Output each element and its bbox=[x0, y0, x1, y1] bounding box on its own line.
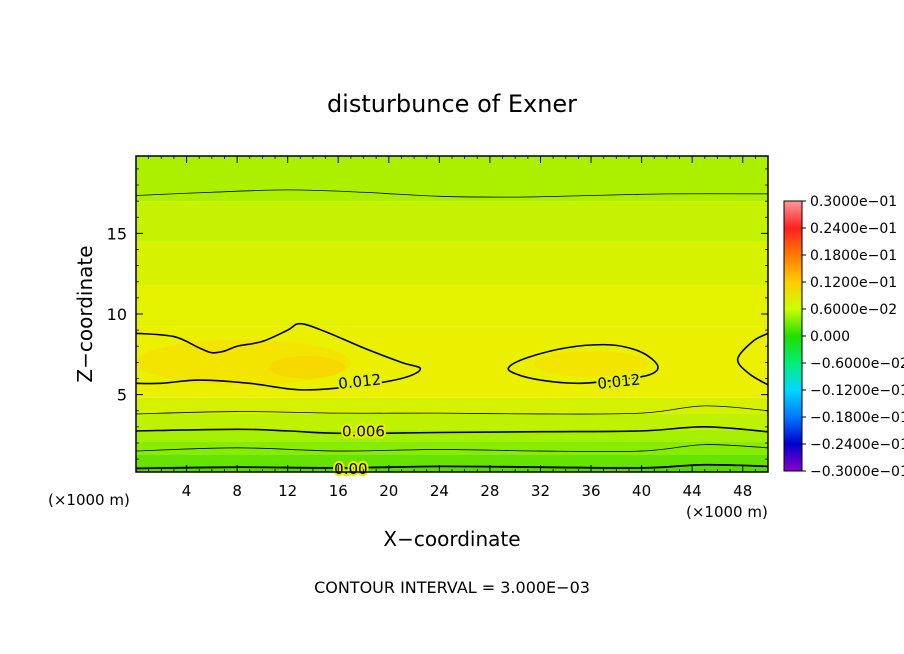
colorbar-label: 0.3000e−01 bbox=[810, 194, 897, 210]
contour-line-2 bbox=[136, 426, 768, 435]
x-tick-label: 4 bbox=[182, 482, 192, 500]
contour-line-3 bbox=[136, 405, 768, 415]
warm-patch-1 bbox=[268, 355, 345, 379]
colorbar-label: −0.3000e−01 bbox=[810, 464, 904, 480]
x-tick-label: 12 bbox=[278, 482, 297, 500]
x-unit-left: (×1000 m) bbox=[48, 491, 130, 509]
colorbar bbox=[783, 200, 806, 472]
colorbar-scale bbox=[783, 200, 803, 472]
x-tick-label: 40 bbox=[632, 482, 651, 500]
x-tick-label: 36 bbox=[581, 482, 600, 500]
y-axis-ticks: 5 10 15 bbox=[107, 168, 768, 460]
colorbar-label: −0.1200e−01 bbox=[810, 383, 904, 399]
x-axis-label: X−coordinate bbox=[383, 527, 520, 551]
field-band-8 bbox=[136, 241, 768, 285]
contour-line-5 bbox=[136, 322, 422, 391]
y-tick-label: 10 bbox=[107, 305, 127, 324]
field-band-9 bbox=[136, 201, 768, 242]
field-band-3 bbox=[136, 430, 768, 442]
x-tick-label: 44 bbox=[683, 482, 702, 500]
colorbar-labels: 0.3000e−01 0.2400e−01 0.1800e−01 0.1200e−01… bbox=[810, 194, 904, 480]
contour-line-6 bbox=[507, 343, 659, 385]
contour-label-2: 0.006 bbox=[342, 423, 385, 441]
x-unit-right: (×1000 m) bbox=[686, 503, 768, 521]
colorbar-label: −0.6000e−02 bbox=[810, 356, 904, 372]
warm-patch-2 bbox=[534, 351, 648, 377]
colorbar-label: −0.2400e−01 bbox=[810, 437, 904, 453]
y-tick-label: 15 bbox=[107, 224, 127, 243]
field-band-1 bbox=[136, 454, 768, 466]
colorbar-label: 0.1800e−01 bbox=[810, 248, 897, 264]
field-band-4 bbox=[136, 413, 768, 431]
contour-line-1 bbox=[136, 444, 768, 452]
y-tick-label: 5 bbox=[117, 386, 127, 405]
colorbar-label: 0.2400e−01 bbox=[810, 221, 897, 237]
contour-line-4 bbox=[136, 189, 768, 198]
colorbar-label: −0.1800e−01 bbox=[810, 410, 904, 426]
field-fill bbox=[136, 156, 768, 472]
field-band-2 bbox=[136, 441, 768, 455]
x-tick-label: 28 bbox=[480, 482, 499, 500]
colorbar-label: 0.1200e−01 bbox=[810, 275, 897, 291]
field-band-5 bbox=[136, 397, 768, 414]
contour-line-0 bbox=[136, 463, 768, 470]
field-band-10 bbox=[136, 156, 768, 202]
field-band-0 bbox=[136, 465, 768, 472]
contour-interval-note: CONTOUR INTERVAL = 3.000E−03 bbox=[314, 578, 590, 597]
colorbar-label: 0.6000e−02 bbox=[810, 302, 897, 318]
field-band-7 bbox=[136, 284, 768, 327]
x-axis-ticks: 4 8 12 16 20 24 28 32 36 40 44 48 bbox=[148, 156, 756, 500]
contour-label-3: 0.00 bbox=[334, 460, 367, 478]
x-tick-label: 20 bbox=[379, 482, 398, 500]
x-tick-label: 16 bbox=[329, 482, 348, 500]
x-tick-label: 8 bbox=[232, 482, 242, 500]
contour-line-7 bbox=[736, 332, 768, 386]
x-tick-label: 48 bbox=[733, 482, 752, 500]
x-tick-label: 32 bbox=[531, 482, 550, 500]
x-tick-label: 24 bbox=[430, 482, 449, 500]
chart-title: disturbunce of Exner bbox=[327, 90, 577, 118]
contour-lines bbox=[136, 189, 768, 470]
y-axis-label: Z−coordinate bbox=[73, 245, 97, 382]
colorbar-label: 0.000 bbox=[810, 329, 850, 345]
